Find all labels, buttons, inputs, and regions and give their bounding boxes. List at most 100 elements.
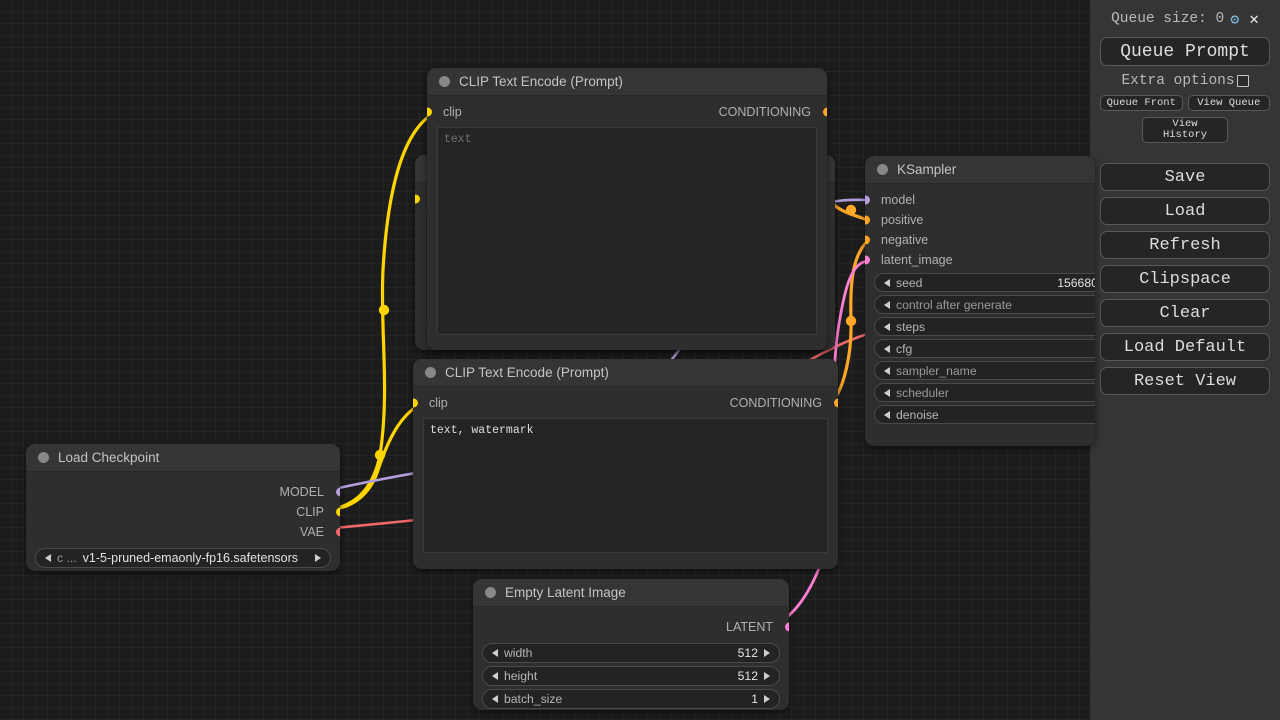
menu-header: Queue size: 0 ⚙ ✕: [1100, 8, 1270, 30]
slot-checkpoint-model[interactable]: MODEL: [26, 482, 340, 502]
widget-value: v1-5-pruned-emaonly-fp16.safetensors: [82, 551, 299, 565]
save-button[interactable]: Save: [1100, 163, 1270, 191]
slot-label: positive: [881, 213, 924, 227]
widget-scheduler[interactable]: scheduler: [874, 383, 1095, 402]
slot-checkpoint-clip[interactable]: CLIP: [26, 502, 340, 522]
decrement-arrow-icon[interactable]: [45, 554, 51, 562]
slot-point-latent[interactable]: [784, 622, 789, 632]
slot-checkpoint-vae[interactable]: VAE: [26, 522, 340, 542]
slot-point-model[interactable]: [865, 195, 870, 205]
slot-point-positive[interactable]: [865, 215, 870, 225]
widget-steps[interactable]: steps: [874, 317, 1095, 336]
slot-point-latent-image[interactable]: [865, 255, 870, 265]
node-clip-text-encode-negative[interactable]: CLIP Text Encode (Prompt) clip CONDITION…: [413, 359, 838, 569]
clear-button[interactable]: Clear: [1100, 299, 1270, 327]
node-collapse-icon[interactable]: [425, 367, 436, 378]
slot-ksampler-model[interactable]: model: [865, 190, 1095, 210]
increment-arrow-icon[interactable]: [764, 672, 770, 680]
slot-point-model[interactable]: [335, 487, 340, 497]
node-empty-latent-image[interactable]: Empty Latent Image LATENT width 512 heig…: [473, 579, 789, 710]
node-collapse-icon[interactable]: [38, 452, 49, 463]
decrement-arrow-icon[interactable]: [492, 695, 498, 703]
slot-point-clip[interactable]: [335, 507, 340, 517]
widget-batch-size[interactable]: batch_size 1: [482, 689, 780, 709]
node-title-text: Load Checkpoint: [58, 450, 160, 465]
close-icon[interactable]: ✕: [1249, 11, 1259, 29]
increment-arrow-icon[interactable]: [764, 649, 770, 657]
node-title-bar[interactable]: CLIP Text Encode (Prompt): [427, 68, 827, 96]
widget-height[interactable]: height 512: [482, 666, 780, 686]
prompt-textarea-negative[interactable]: text, watermark: [423, 418, 828, 553]
slot-ksampler-negative[interactable]: negative: [865, 230, 1095, 250]
node-collapse-icon[interactable]: [485, 587, 496, 598]
decrement-arrow-icon[interactable]: [884, 322, 890, 331]
slot-point-conditioning-output[interactable]: [822, 107, 827, 117]
queue-buttons-row: Queue Front View Queue: [1100, 95, 1270, 111]
node-ksampler[interactable]: KSampler model positive negative latent_…: [865, 156, 1095, 446]
node-title-bar[interactable]: Load Checkpoint: [26, 444, 340, 472]
prompt-textarea-positive[interactable]: text: [437, 127, 817, 335]
extra-options-checkbox[interactable]: [1236, 75, 1249, 87]
widget-value: 1: [751, 692, 758, 706]
node-clip-text-encode-positive[interactable]: CLIP Text Encode (Prompt) clip CONDITION…: [427, 68, 827, 350]
slot-point-clip-input[interactable]: [413, 398, 418, 408]
comfy-menu-panel: Queue size: 0 ⚙ ✕ Queue Prompt Extra opt…: [1090, 0, 1280, 720]
node-collapse-icon[interactable]: [439, 76, 450, 87]
node-title-text: CLIP Text Encode (Prompt): [445, 365, 609, 380]
node-title-bar[interactable]: KSampler: [865, 156, 1095, 184]
slot-ksampler-positive[interactable]: positive: [865, 210, 1095, 230]
slot-label: MODEL: [279, 485, 324, 499]
decrement-arrow-icon[interactable]: [884, 388, 890, 397]
decrement-arrow-icon[interactable]: [884, 366, 890, 375]
decrement-arrow-icon[interactable]: [492, 649, 498, 657]
extra-options-row[interactable]: Extra options: [1100, 73, 1270, 89]
slot-latent-output[interactable]: LATENT: [473, 617, 789, 637]
node-collapse-icon[interactable]: [877, 164, 888, 175]
widget-ckpt-name[interactable]: c ... v1-5-pruned-emaonly-fp16.safetenso…: [35, 548, 331, 568]
view-queue-button[interactable]: View Queue: [1187, 95, 1270, 111]
slot-point-negative[interactable]: [865, 235, 870, 245]
widget-label: control after generate: [896, 297, 1012, 312]
widget-control-after-generate[interactable]: control after generate ran: [874, 295, 1095, 314]
clear-label: Clear: [1159, 303, 1211, 323]
load-default-button[interactable]: Load Default: [1100, 333, 1270, 361]
save-label: Save: [1164, 167, 1206, 187]
decrement-arrow-icon[interactable]: [884, 278, 890, 287]
decrement-arrow-icon[interactable]: [884, 410, 890, 419]
reset-view-button[interactable]: Reset View: [1100, 367, 1270, 395]
slot-label: LATENT: [726, 620, 773, 634]
slot-point-conditioning-output[interactable]: [833, 398, 838, 408]
load-button[interactable]: Load: [1100, 197, 1270, 225]
refresh-button[interactable]: Refresh: [1100, 231, 1270, 259]
increment-arrow-icon[interactable]: [764, 695, 770, 703]
slot-label: VAE: [299, 525, 324, 539]
decrement-arrow-icon[interactable]: [492, 672, 498, 680]
widget-label: cfg: [896, 341, 913, 356]
widget-value: 512: [737, 669, 758, 683]
widget-sampler-name[interactable]: sampler_name: [874, 361, 1095, 380]
gear-icon[interactable]: ⚙: [1230, 11, 1240, 29]
slot-ksampler-latent-image[interactable]: latent_image: [865, 250, 1095, 270]
slot-point-vae[interactable]: [335, 527, 340, 537]
widget-value: 1566802087: [1057, 275, 1095, 290]
widget-label: denoise: [896, 407, 939, 422]
view-history-button[interactable]: View History: [1142, 117, 1228, 143]
node-title-bar[interactable]: CLIP Text Encode (Prompt): [413, 359, 838, 387]
widget-denoise[interactable]: denoise: [874, 405, 1095, 424]
decrement-arrow-icon[interactable]: [884, 300, 890, 309]
widget-seed[interactable]: seed 1566802087: [874, 273, 1095, 292]
widget-cfg[interactable]: cfg: [874, 339, 1095, 358]
clipspace-button[interactable]: Clipspace: [1100, 265, 1270, 293]
node-load-checkpoint[interactable]: Load Checkpoint MODEL CLIP VAE c ... v1-…: [26, 444, 340, 571]
load-default-label: Load Default: [1123, 337, 1247, 357]
widget-width[interactable]: width 512: [482, 643, 780, 663]
slot-point-clip[interactable]: [415, 194, 420, 204]
slot-point-clip-input[interactable]: [427, 107, 432, 117]
widget-label: seed: [896, 275, 923, 290]
node-title-text: CLIP Text Encode (Prompt): [459, 74, 623, 89]
queue-front-button[interactable]: Queue Front: [1100, 95, 1183, 111]
node-title-bar[interactable]: Empty Latent Image: [473, 579, 789, 607]
decrement-arrow-icon[interactable]: [884, 344, 890, 353]
increment-arrow-icon[interactable]: [315, 554, 321, 562]
queue-prompt-button[interactable]: Queue Prompt: [1100, 37, 1270, 66]
